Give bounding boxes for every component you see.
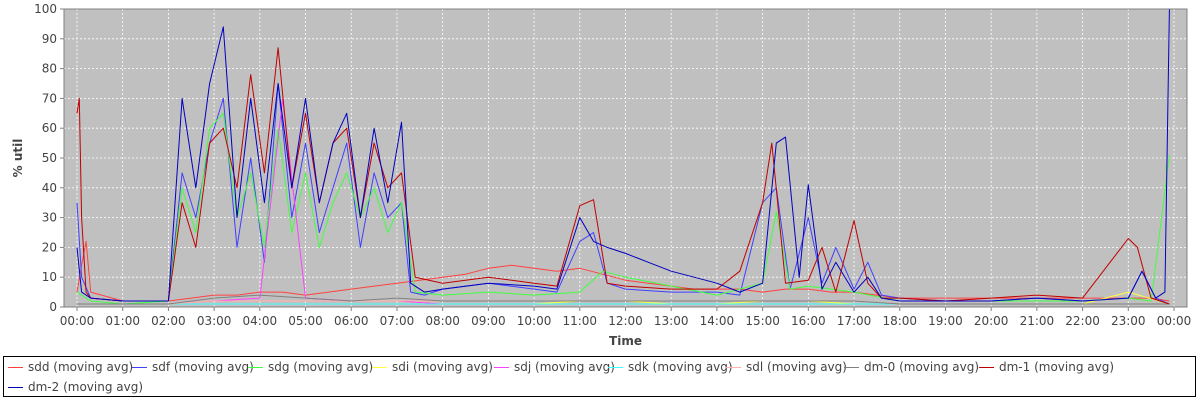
- y-tick-label: 100: [34, 2, 57, 16]
- y-tick-label: 20: [42, 240, 57, 254]
- x-tick-label: 10:00: [517, 314, 552, 328]
- series-layer: [76, 8, 1170, 305]
- legend-label: dm-0 (moving avg): [864, 360, 980, 374]
- x-tick-label: 11:00: [562, 314, 597, 328]
- y-tick-label: 0: [49, 300, 57, 314]
- legend-label: sdj (moving avg): [514, 360, 615, 374]
- x-tick-label: 01:00: [105, 314, 140, 328]
- x-tick-label: 14:00: [700, 314, 735, 328]
- legend-item: dm-2 (moving avg): [8, 378, 143, 396]
- x-tick-label: 23:00: [1111, 314, 1146, 328]
- x-tick-label: 00:00: [60, 314, 95, 328]
- legend-swatch: [132, 366, 147, 368]
- legend-item: dm-0 (moving avg): [844, 358, 979, 376]
- x-tick-label: 22:00: [1065, 314, 1100, 328]
- legend-swatch: [844, 366, 859, 368]
- y-axis-title: % util: [11, 139, 25, 178]
- x-axis-title: Time: [609, 334, 642, 348]
- legend-item: sdl (moving avg): [726, 358, 847, 376]
- legend-label: sdg (moving avg): [268, 360, 374, 374]
- x-tick-label: 13:00: [654, 314, 689, 328]
- legend-item: sdi (moving avg): [372, 358, 493, 376]
- x-tick-label: 20:00: [974, 314, 1009, 328]
- legend-swatch: [726, 366, 741, 368]
- gridlines: [64, 8, 1187, 308]
- y-tick-label: 30: [42, 211, 57, 225]
- x-tick-label: 17:00: [837, 314, 872, 328]
- series-line-1: [76, 83, 1170, 305]
- legend-swatch: [8, 386, 23, 388]
- x-tick-label: 08:00: [425, 314, 460, 328]
- legend-label: dm-1 (moving avg): [999, 360, 1115, 374]
- legend-label: sdl (moving avg): [746, 360, 847, 374]
- x-tick-label: 12:00: [608, 314, 643, 328]
- x-tick-label: 09:00: [471, 314, 506, 328]
- x-tick-label: 00:00: [1157, 314, 1192, 328]
- y-tick-label: 50: [42, 151, 57, 165]
- legend-swatch: [8, 366, 23, 368]
- series-line-7: [77, 294, 1170, 305]
- x-tick-label: 05:00: [288, 314, 323, 328]
- legend-label: sdk (moving avg): [628, 360, 733, 374]
- legend-label: sdf (moving avg): [152, 360, 254, 374]
- legend-label: sdi (moving avg): [392, 360, 493, 374]
- x-tick-label: 06:00: [334, 314, 369, 328]
- x-tick-label: 02:00: [151, 314, 186, 328]
- x-axis: 00:00 01:00 02:00 03:00 04:00 05:00 06:00 07:00…: [60, 307, 1192, 328]
- legend-swatch: [372, 366, 387, 368]
- y-tick-label: 70: [42, 91, 57, 105]
- y-tick-label: 60: [42, 121, 57, 135]
- y-tick-label: 80: [42, 62, 57, 76]
- x-tick-label: 16:00: [791, 314, 826, 328]
- legend-item: sdf (moving avg): [132, 358, 254, 376]
- y-axis: 0 10 20 30 40 50 60 70 80 90 100: [34, 2, 64, 314]
- legend-label: dm-2 (moving avg): [28, 380, 144, 394]
- x-tick-label: 03:00: [197, 314, 232, 328]
- legend-item: sdk (moving avg): [608, 358, 733, 376]
- x-tick-label: 15:00: [745, 314, 780, 328]
- x-tick-label: 04:00: [243, 314, 278, 328]
- x-tick-label: 18:00: [882, 314, 917, 328]
- legend-item: sdd (moving avg): [8, 358, 133, 376]
- chart-canvas: 0 10 20 30 40 50 60 70 80 90 100 00:00 01:00 02:00 03…: [11, 2, 1192, 348]
- x-tick-label: 07:00: [380, 314, 415, 328]
- legend: sdd (moving avg) sdf (moving avg) sdg (mov…: [3, 356, 1196, 397]
- x-tick-label: 21:00: [1020, 314, 1055, 328]
- legend-item: sdg (moving avg): [248, 358, 373, 376]
- legend-swatch: [608, 366, 623, 368]
- y-tick-label: 40: [42, 181, 57, 195]
- series-line-9: [76, 8, 1170, 302]
- legend-label: sdd (moving avg): [28, 360, 134, 374]
- legend-item: dm-1 (moving avg): [979, 358, 1114, 376]
- legend-item: sdj (moving avg): [494, 358, 615, 376]
- y-tick-label: 90: [42, 32, 57, 46]
- y-tick-label: 10: [42, 270, 57, 284]
- legend-swatch: [979, 366, 994, 368]
- legend-swatch: [248, 366, 263, 368]
- legend-swatch: [494, 366, 509, 368]
- x-tick-label: 19:00: [928, 314, 963, 328]
